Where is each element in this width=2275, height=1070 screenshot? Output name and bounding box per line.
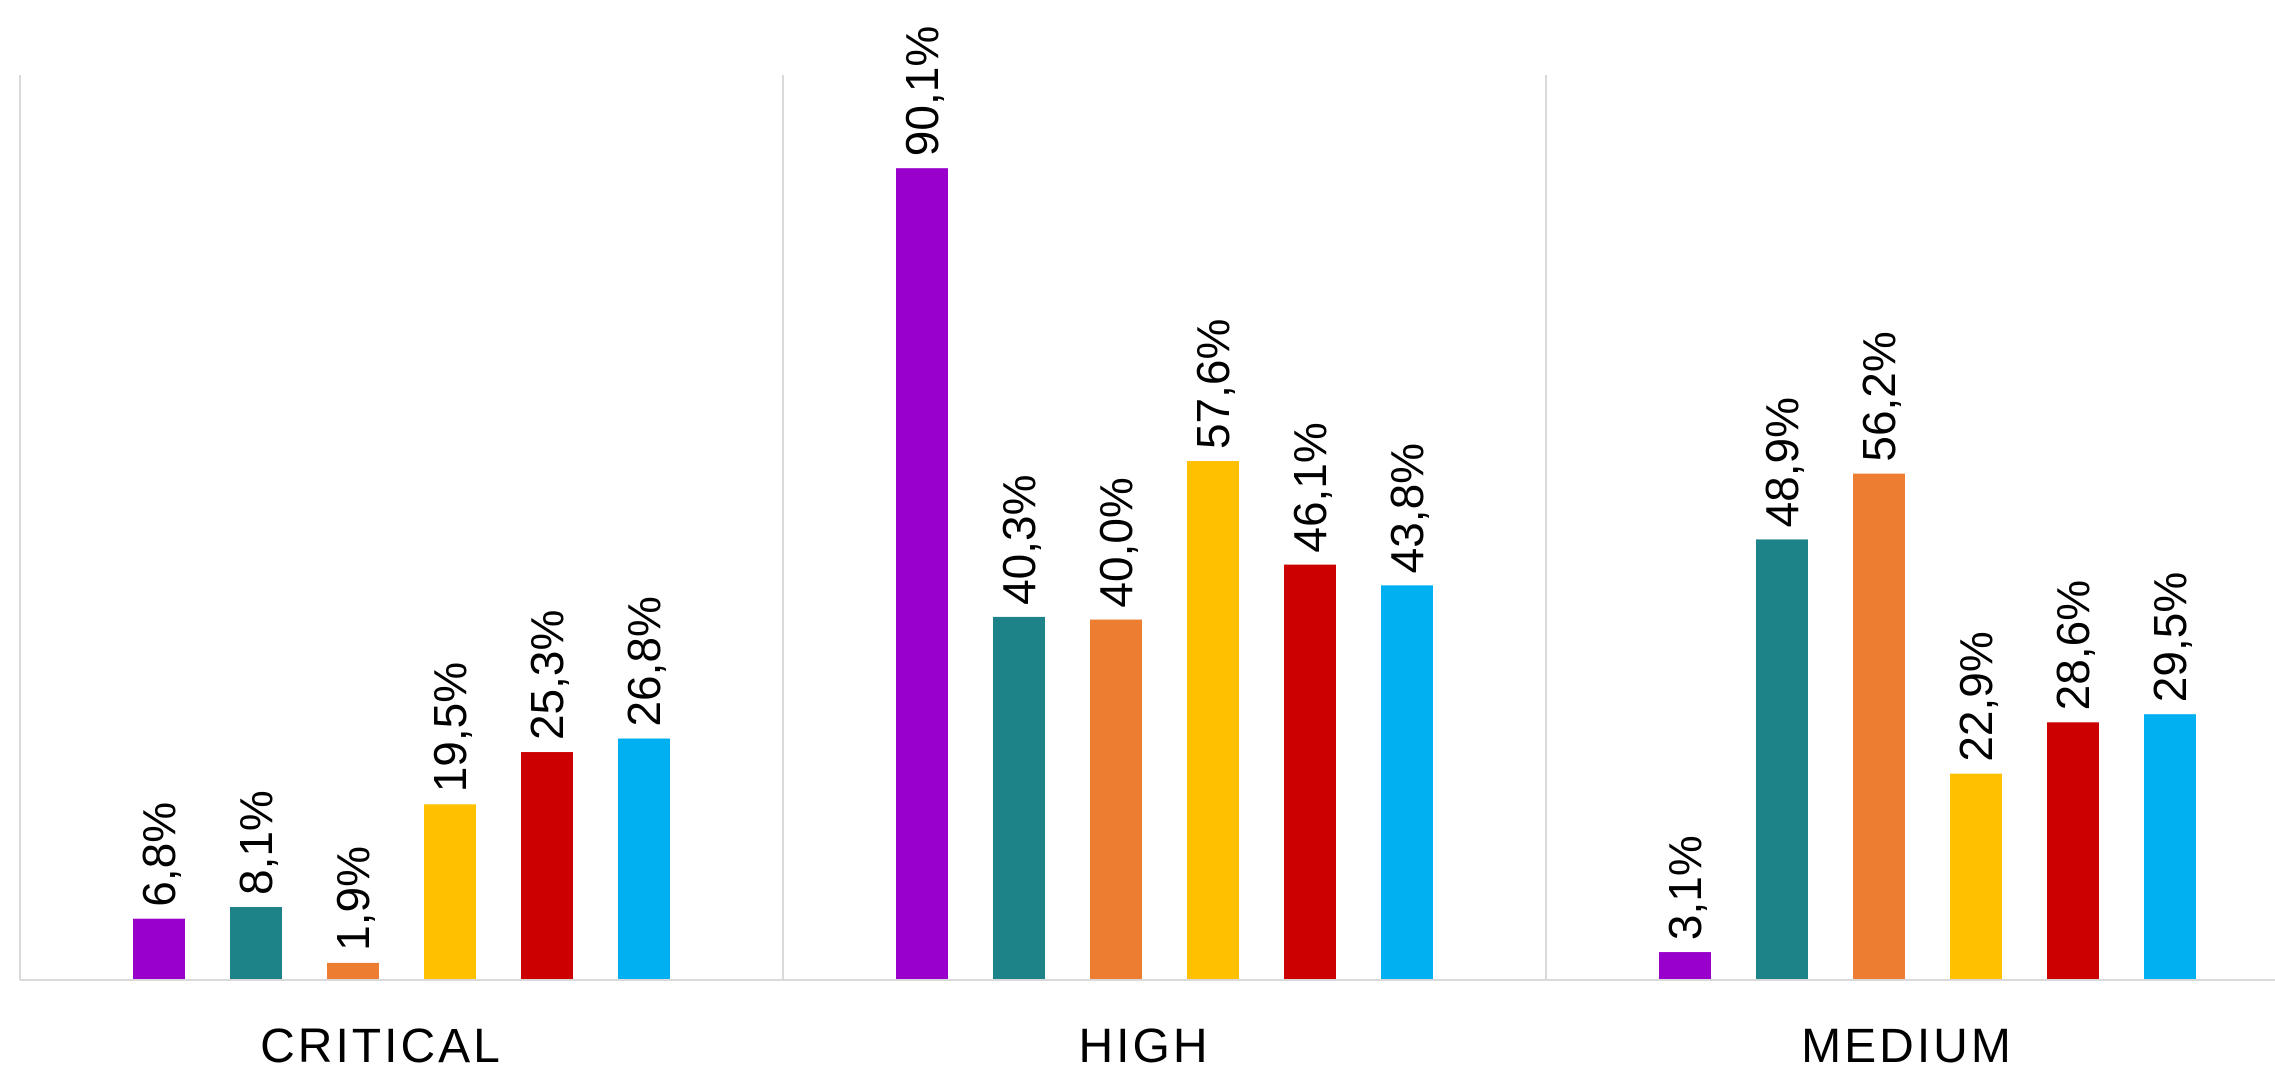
data-label: 29,5% [2144,572,2196,702]
data-label: 6,8% [133,802,185,907]
data-label: 1,9% [327,846,379,951]
data-label: 40,3% [993,474,1045,604]
bar-medium-2 [1756,539,1808,980]
category-label: HIGH [1079,1020,1211,1070]
data-label: 40,0% [1090,477,1142,607]
category-label: CRITICAL [260,1020,503,1070]
data-label: 3,1% [1659,835,1711,940]
data-label: 48,9% [1756,397,1808,527]
bar-medium-5 [2047,722,2099,980]
bar-critical-3 [327,962,379,980]
bar-medium-6 [2144,714,2196,980]
data-label: 28,6% [2047,580,2099,710]
bar-high-5 [1284,564,1336,980]
data-label: 8,1% [230,790,282,895]
data-label: 57,6% [1187,319,1239,449]
bar-critical-4 [424,804,476,980]
bar-critical-6 [618,738,670,980]
data-label: 26,8% [618,596,670,726]
bar-critical-5 [521,752,573,980]
data-label: 46,1% [1284,422,1336,552]
data-labels: 6,8% 8,1% 1,9% 19,5% 25,3% 26,8% 90,1% 40,3% 40,… [133,26,2196,951]
bar-high-6 [1381,585,1433,980]
bars [133,168,2196,981]
bar-medium-3 [1853,473,1905,980]
bar-medium-4 [1950,773,2002,980]
bar-high-2 [993,616,1045,980]
data-label: 43,8% [1381,443,1433,573]
bar-high-3 [1090,619,1142,980]
bar-medium-1 [1659,952,1711,980]
data-label: 90,1% [896,26,948,156]
data-label: 22,9% [1950,631,2002,761]
data-label: 25,3% [521,610,573,740]
bar-critical-2 [230,907,282,980]
bar-high-4 [1187,461,1239,980]
data-label: 19,5% [424,662,476,792]
category-separators [19,75,1547,980]
bar-high-1 [896,168,948,981]
category-labels: CRITICAL HIGH MEDIUM [260,1020,2014,1070]
category-label: MEDIUM [1801,1020,2014,1070]
data-label: 56,2% [1853,331,1905,461]
bar-critical-1 [133,918,185,980]
